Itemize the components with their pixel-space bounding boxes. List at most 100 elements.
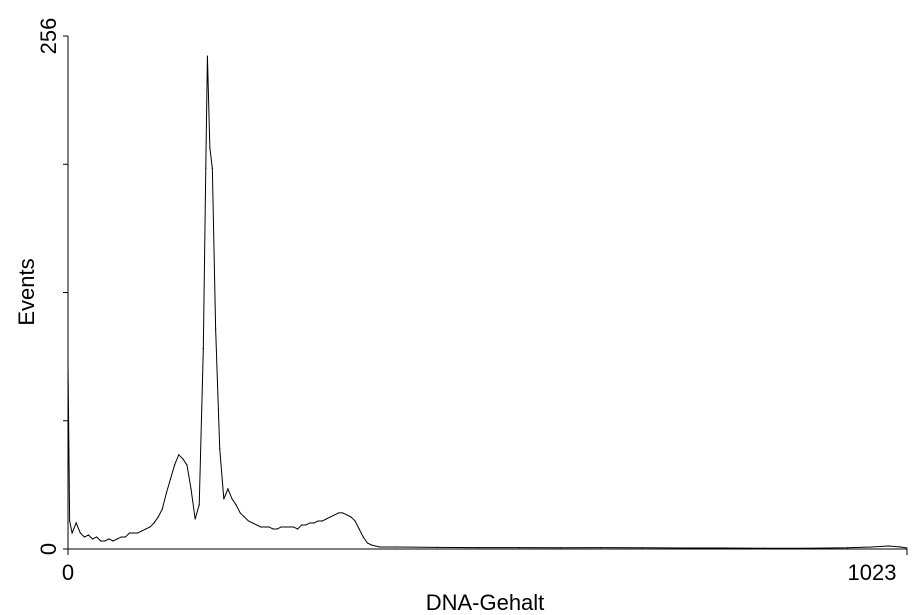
data-point: [683, 547, 684, 548]
data-point: [724, 547, 725, 548]
series-group: [67, 55, 907, 548]
data-point: [231, 498, 232, 499]
data-point: [125, 536, 126, 537]
data-point: [871, 546, 872, 547]
y-ticks: 0 256: [36, 18, 68, 555]
data-point: [186, 464, 187, 465]
data-point: [133, 532, 134, 533]
data-point: [203, 348, 204, 349]
x-tick-label: 0: [62, 560, 74, 585]
data-point: [806, 548, 807, 549]
data-point: [104, 540, 105, 541]
data-point: [117, 538, 118, 539]
data-point: [129, 532, 130, 533]
data-point: [182, 458, 183, 459]
data-point: [121, 536, 122, 537]
data-point: [906, 547, 907, 548]
data-point: [154, 522, 155, 523]
data-point: [219, 448, 220, 449]
data-point: [207, 55, 208, 56]
data-point: [318, 520, 319, 521]
data-point: [256, 524, 257, 525]
data-point: [190, 488, 191, 489]
data-point: [600, 547, 601, 548]
data-point: [379, 546, 380, 547]
data-point: [162, 508, 163, 509]
data-point: [354, 520, 355, 521]
data-point: [293, 526, 294, 527]
data-point: [76, 522, 77, 523]
data-point: [847, 547, 848, 548]
data-point: [199, 504, 200, 505]
data-point: [338, 512, 339, 513]
data-point: [326, 518, 327, 519]
data-point: [248, 520, 249, 521]
x-tick-label: 1023: [848, 560, 897, 585]
data-point: [141, 530, 142, 531]
y-tick-label: 0: [36, 543, 61, 555]
data-point: [518, 547, 519, 548]
data-point: [900, 546, 901, 547]
data-point: [281, 526, 282, 527]
data-point: [178, 454, 179, 455]
data-point: [436, 547, 437, 548]
data-point: [301, 524, 302, 525]
data-point: [212, 168, 213, 169]
data-point: [350, 516, 351, 517]
data-point: [888, 545, 889, 546]
data-point: [100, 540, 101, 541]
data-point: [227, 488, 228, 489]
data-point: [215, 328, 216, 329]
data-point: [170, 478, 171, 479]
data-point: [395, 546, 396, 547]
data-point: [174, 464, 175, 465]
data-point: [166, 492, 167, 493]
data-point: [346, 514, 347, 515]
data-point: [277, 528, 278, 529]
data-point: [67, 362, 68, 363]
data-point: [642, 547, 643, 548]
data-point: [158, 516, 159, 517]
data-point: [223, 498, 224, 499]
data-point: [285, 526, 286, 527]
data-point: [205, 168, 206, 169]
data-point: [69, 520, 70, 521]
y-tick-label: 256: [36, 18, 61, 55]
data-point: [264, 526, 265, 527]
data-point: [289, 526, 290, 527]
data-point: [92, 538, 93, 539]
data-point: [145, 528, 146, 529]
data-point: [477, 547, 478, 548]
data-point: [322, 520, 323, 521]
x-axis-label: DNA-Gehalt: [426, 590, 545, 615]
histogram-line: [68, 56, 907, 548]
data-point: [309, 522, 310, 523]
data-point: [240, 512, 241, 513]
data-point: [84, 536, 85, 537]
data-point: [252, 522, 253, 523]
data-point: [149, 526, 150, 527]
data-point: [313, 522, 314, 523]
data-point: [305, 524, 306, 525]
data-point: [88, 534, 89, 535]
data-point: [72, 532, 73, 533]
data-point: [559, 547, 560, 548]
data-point: [236, 504, 237, 505]
data-point: [108, 538, 109, 539]
data-point: [209, 148, 210, 149]
data-point: [342, 512, 343, 513]
data-point: [96, 536, 97, 537]
data-point: [334, 514, 335, 515]
data-point: [330, 516, 331, 517]
y-axis-label: Events: [14, 258, 39, 325]
data-point: [260, 526, 261, 527]
data-point: [272, 528, 273, 529]
data-point: [195, 518, 196, 519]
data-point: [367, 542, 368, 543]
data-point: [80, 532, 81, 533]
data-point: [359, 528, 360, 529]
x-ticks: 0 1023: [62, 549, 907, 585]
data-point: [371, 544, 372, 545]
data-point: [268, 526, 269, 527]
